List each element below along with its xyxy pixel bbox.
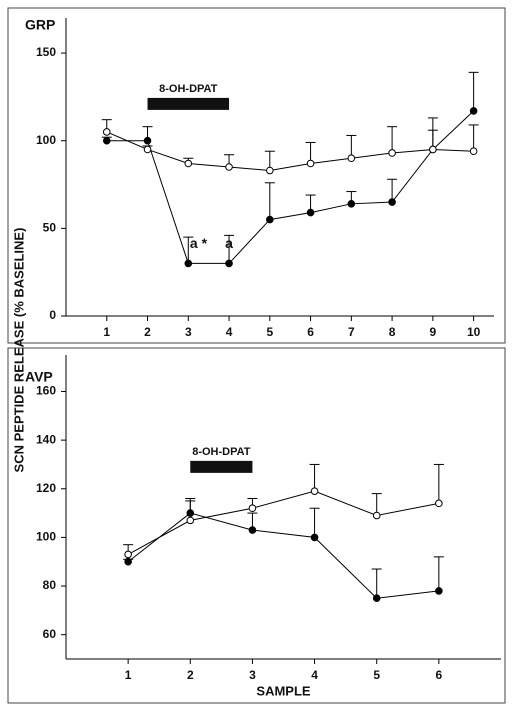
point bbox=[266, 166, 274, 175]
point bbox=[184, 259, 193, 268]
annotation: 8-OH-DPAT bbox=[192, 446, 251, 458]
point bbox=[347, 154, 356, 163]
point bbox=[310, 487, 319, 495]
treatment-bar bbox=[190, 460, 253, 473]
y-tick-label: 160 bbox=[36, 384, 56, 398]
panel-frame bbox=[7, 347, 506, 704]
x-tick-label: 2 bbox=[144, 325, 151, 339]
point bbox=[469, 147, 478, 156]
y-tick-label: 140 bbox=[36, 432, 56, 446]
y-tick-label: 80 bbox=[43, 578, 57, 592]
point bbox=[102, 128, 111, 136]
point bbox=[248, 504, 257, 513]
point bbox=[306, 159, 315, 168]
point bbox=[310, 533, 319, 542]
panel-title: GRP bbox=[25, 17, 55, 33]
point bbox=[429, 145, 437, 154]
y-axis-title: SCN PEPTIDE RELEASE (% BASELINE) bbox=[11, 228, 26, 473]
x-tick-label: 6 bbox=[436, 668, 443, 682]
point bbox=[469, 107, 478, 115]
x-tick-label: 1 bbox=[103, 325, 110, 339]
x-axis-title: SAMPLE bbox=[256, 683, 311, 698]
series-line bbox=[106, 131, 474, 172]
point bbox=[435, 587, 443, 595]
point bbox=[372, 511, 381, 520]
point bbox=[186, 516, 195, 525]
panel-title: AVP bbox=[25, 369, 53, 385]
point bbox=[124, 550, 132, 559]
point bbox=[388, 198, 396, 206]
point bbox=[225, 163, 233, 171]
x-tick-label: 8 bbox=[389, 325, 396, 339]
x-tick-label: 4 bbox=[311, 668, 318, 682]
x-tick-label: 2 bbox=[187, 668, 194, 682]
series-line bbox=[106, 110, 474, 264]
x-tick-label: 7 bbox=[348, 325, 355, 339]
x-tick-label: 6 bbox=[307, 325, 314, 339]
x-tick-label: 1 bbox=[125, 668, 132, 682]
x-tick-label: 4 bbox=[226, 325, 233, 339]
x-tick-label: 9 bbox=[430, 325, 437, 339]
point bbox=[102, 136, 111, 145]
y-tick-label: 100 bbox=[36, 530, 56, 544]
point bbox=[347, 200, 356, 208]
point bbox=[266, 215, 274, 224]
point bbox=[248, 526, 257, 534]
point bbox=[225, 259, 233, 268]
annotation: a * bbox=[190, 235, 208, 251]
panel-frame bbox=[7, 7, 506, 344]
x-tick-label: 3 bbox=[185, 325, 192, 339]
y-tick-label: 60 bbox=[43, 627, 57, 641]
point bbox=[184, 159, 193, 168]
treatment-bar bbox=[147, 97, 230, 110]
point bbox=[306, 208, 315, 217]
point bbox=[186, 509, 195, 517]
y-tick-label: 50 bbox=[43, 221, 57, 235]
point bbox=[143, 145, 152, 154]
series-line bbox=[127, 490, 439, 555]
x-tick-label: 5 bbox=[266, 325, 273, 339]
y-tick-label: 0 bbox=[49, 308, 56, 322]
point bbox=[124, 557, 132, 566]
x-tick-label: 5 bbox=[373, 668, 380, 682]
y-tick-label: 120 bbox=[36, 481, 56, 495]
point bbox=[388, 149, 396, 157]
x-tick-label: 3 bbox=[249, 668, 256, 682]
point bbox=[435, 499, 443, 508]
annotation: 8-OH-DPAT bbox=[159, 83, 218, 95]
x-tick-label: 10 bbox=[467, 325, 481, 339]
point bbox=[372, 594, 381, 603]
y-tick-label: 100 bbox=[36, 133, 56, 147]
series-line bbox=[127, 512, 439, 599]
point bbox=[143, 136, 152, 145]
y-tick-label: 150 bbox=[36, 45, 56, 59]
